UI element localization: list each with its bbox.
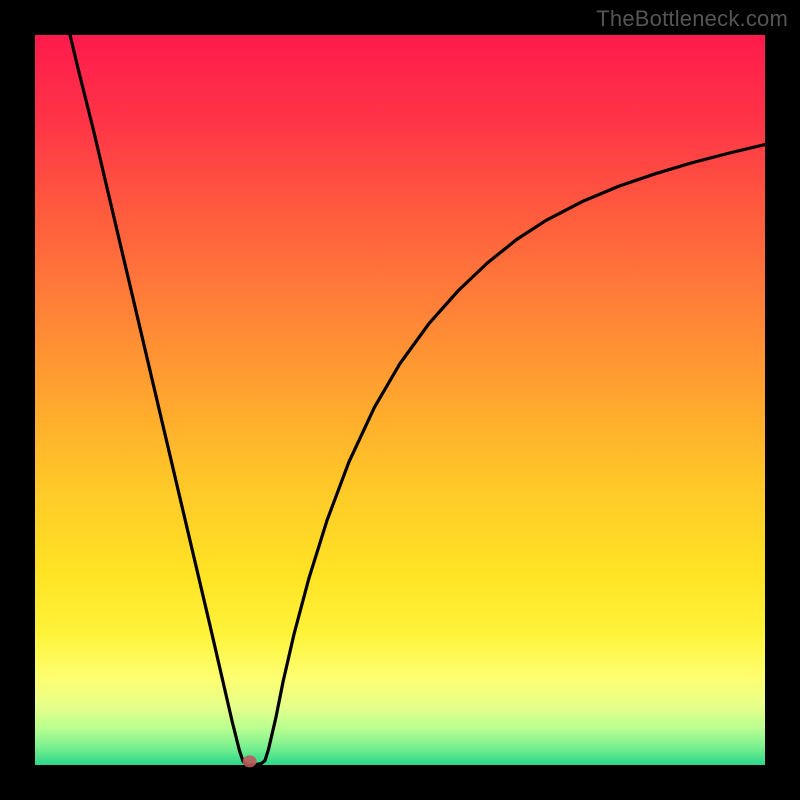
optimum-marker: [243, 755, 257, 767]
bottleneck-chart: [0, 0, 800, 800]
chart-frame: TheBottleneck.com: [0, 0, 800, 800]
plot-background: [35, 35, 765, 765]
watermark-text: TheBottleneck.com: [596, 6, 788, 32]
